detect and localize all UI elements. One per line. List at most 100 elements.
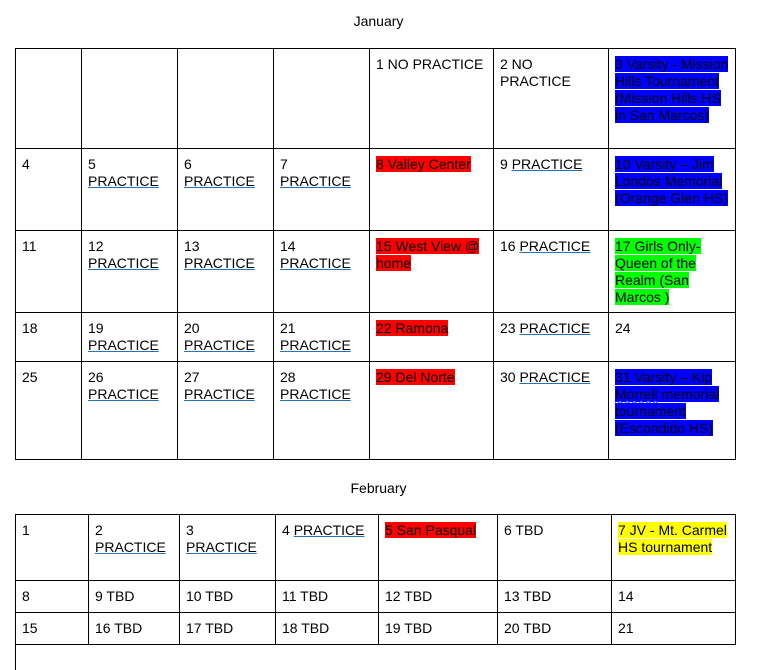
table-continuation-border (15, 645, 16, 670)
day-number: 26 (88, 369, 104, 385)
red-highlighted-event: 15 West View @ home (376, 238, 480, 271)
calendar-day-cell: 10 Varsity – Jim Londos Memorial (Orange… (608, 148, 736, 231)
calendar-day-cell: 25 (15, 361, 82, 460)
practice-link[interactable]: PRACTICE (519, 238, 591, 254)
calendar-day-cell: 21 (611, 612, 736, 645)
practice-link[interactable]: PRACTICE (88, 173, 159, 189)
calendar-day-cell: 7 PRACTICE (273, 148, 370, 231)
calendar-day-cell: 14 (611, 580, 736, 613)
calendar-day-cell: 7 JV - Mt. Carmel HS tournament (611, 514, 736, 581)
calendar-day-cell: 22 Ramona (369, 312, 494, 362)
calendar-day-cell: 12 PRACTICE (81, 230, 178, 313)
calendar-day-cell: 28 PRACTICE (273, 361, 370, 460)
day-text: 12 TBD (385, 588, 433, 604)
calendar-day-cell: 14 PRACTICE (273, 230, 370, 313)
day-text: 18 TBD (282, 620, 330, 636)
calendar-day-cell: 11 TBD (275, 580, 379, 613)
practice-link[interactable]: PRACTICE (519, 369, 591, 385)
practice-link[interactable]: PRACTICE (280, 255, 351, 271)
day-number: 16 (500, 238, 516, 254)
calendar-day-cell: 16 PRACTICE (493, 230, 609, 313)
calendar-day-cell: 30 PRACTICE (493, 361, 609, 460)
day-number: 9 (500, 156, 508, 172)
calendar-day-cell: 5 PRACTICE (81, 148, 178, 231)
blue-highlighted-event: 31 Varsity – Kip Morrell memorial tourna… (615, 369, 720, 436)
day-number: 20 (184, 320, 200, 336)
spellcheck-word: Morrell (615, 386, 658, 402)
practice-link[interactable]: PRACTICE (186, 539, 257, 555)
day-number: 6 (184, 156, 192, 172)
calendar-day-cell: 15 West View @ home (369, 230, 494, 313)
calendar-day-cell: 17 TBD (179, 612, 276, 645)
calendar-week-row: 11 12 PRACTICE 13 PRACTICE 14 PRACTICE 15 West … (15, 230, 736, 313)
calendar-day-cell: 4 PRACTICE (275, 514, 379, 581)
day-text: 1 NO PRACTICE (376, 56, 484, 72)
calendar-day-cell: 15 (15, 612, 89, 645)
day-number: 28 (280, 369, 296, 385)
day-number: 3 (186, 522, 194, 538)
calendar-day-cell: 26 PRACTICE (81, 361, 178, 460)
calendar-day-cell: 2 NO PRACTICE (493, 48, 609, 149)
practice-link[interactable]: PRACTICE (184, 255, 255, 271)
day-number: 11 (22, 238, 37, 254)
day-number: 23 (500, 320, 516, 336)
calendar-day-cell: 8 Valley Center (369, 148, 494, 231)
practice-link[interactable]: PRACTICE (511, 156, 583, 172)
calendar-day-cell: 16 TBD (88, 612, 180, 645)
calendar-day-cell: 9 TBD (88, 580, 180, 613)
calendar-day-cell: 6 PRACTICE (177, 148, 274, 231)
practice-link[interactable]: PRACTICE (280, 386, 351, 402)
calendar-day-cell (15, 48, 82, 149)
calendar-day-cell: 24 (608, 312, 736, 362)
practice-link[interactable]: PRACTICE (184, 173, 255, 189)
calendar-day-cell: 13 PRACTICE (177, 230, 274, 313)
day-text: 15 (22, 620, 38, 636)
calendar-week-row: 1 2 PRACTICE 3 PRACTICE 4 PRACTICE 5 San Pasqu… (15, 514, 736, 581)
red-highlighted-event: 22 Ramona (376, 320, 449, 336)
day-text: 13 TBD (504, 588, 552, 604)
calendar-day-cell: 21 PRACTICE (273, 312, 370, 362)
day-number: 4 (22, 156, 30, 172)
practice-link[interactable]: PRACTICE (88, 386, 159, 402)
practice-link[interactable]: PRACTICE (280, 337, 351, 353)
day-number: 30 (500, 369, 516, 385)
calendar-day-cell: 18 TBD (275, 612, 379, 645)
calendar-day-cell: 8 (15, 580, 89, 613)
day-text: 14 (618, 588, 634, 604)
practice-link[interactable]: PRACTICE (184, 386, 255, 402)
calendar-day-cell: 12 TBD (378, 580, 498, 613)
practice-link[interactable]: PRACTICE (280, 173, 351, 189)
practice-link[interactable]: PRACTICE (519, 320, 591, 336)
calendar-day-cell (177, 48, 274, 149)
practice-link[interactable]: PRACTICE (95, 539, 166, 555)
day-text: 17 TBD (186, 620, 234, 636)
day-number: 4 (282, 522, 290, 538)
practice-link[interactable]: PRACTICE (88, 337, 159, 353)
day-text: 16 TBD (95, 620, 143, 636)
calendar-day-cell: 3 PRACTICE (179, 514, 276, 581)
calendar-day-cell: 23 PRACTICE (493, 312, 609, 362)
calendar-week-row: 8 9 TBD 10 TBD 11 TBD 12 TBD 13 TBD 14 (15, 580, 736, 613)
calendar-week-row: 1 NO PRACTICE 2 NO PRACTICE 3 Varsity - Mi… (15, 48, 736, 149)
february-calendar-table: 1 2 PRACTICE 3 PRACTICE 4 PRACTICE 5 San Pasqu… (15, 514, 736, 645)
calendar-day-cell: 13 TBD (497, 580, 612, 613)
calendar-week-row: 25 26 PRACTICE 27 PRACTICE 28 PRACTICE 29 Del N… (15, 361, 736, 460)
day-number: 7 (280, 156, 288, 172)
practice-link[interactable]: PRACTICE (88, 255, 159, 271)
day-number: 1 (22, 522, 30, 538)
yellow-highlighted-event: 7 JV - Mt. Carmel HS tournament (618, 522, 727, 555)
calendar-day-cell: 20 TBD (497, 612, 612, 645)
calendar-day-cell: 20 PRACTICE (177, 312, 274, 362)
calendar-day-cell: 11 (15, 230, 82, 313)
day-number: 24 (615, 320, 631, 336)
day-text: 6 TBD (504, 522, 544, 538)
calendar-day-cell: 4 (15, 148, 82, 231)
day-number: 21 (280, 320, 296, 336)
practice-link[interactable]: PRACTICE (184, 337, 255, 353)
january-heading: January (353, 13, 404, 29)
green-highlighted-event: 17 Girls Only- Queen of the Realm (San M… (615, 238, 701, 305)
blue-highlighted-event: 10 Varsity – Jim Londos Memorial (Orange… (615, 156, 728, 206)
practice-link[interactable]: PRACTICE (293, 522, 365, 538)
calendar-day-cell: 5 San Pasqual (378, 514, 498, 581)
day-text: 8 (22, 588, 30, 604)
